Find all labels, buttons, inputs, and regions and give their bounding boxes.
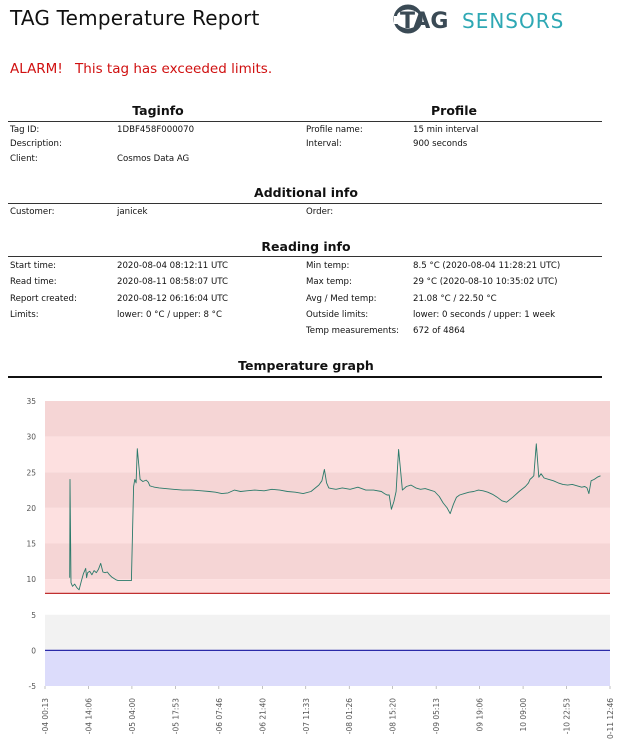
profile-rule	[304, 121, 602, 122]
additional-info-heading: Additional info	[254, 185, 358, 200]
taginfo-rule	[8, 121, 304, 122]
reading-info-rule	[8, 256, 602, 257]
x-tick-label: -05 04:00	[128, 698, 137, 734]
reading-info-key: Temp measurements:	[306, 326, 399, 336]
x-tick-label: 10 09:00	[519, 698, 528, 732]
x-tick-label: -08 15:20	[389, 698, 398, 734]
reading-info-value: 672 of 4864	[413, 326, 466, 336]
x-tick-label: -04 14:06	[84, 698, 93, 734]
logo-globe-icon	[393, 4, 423, 34]
reading-info-value: 21.08 °C / 22.50 °C	[413, 294, 497, 304]
x-tick-label: -08 01:26	[345, 698, 354, 734]
profile-key: Interval:	[306, 139, 342, 149]
reading-info-value: 2020-08-12 06:16:04 UTC	[117, 294, 229, 304]
reading-info-key: Max temp:	[306, 277, 352, 287]
upper-limit-band	[45, 543, 610, 580]
additional-info-value: janicek	[117, 207, 148, 217]
upper-limit-band	[45, 472, 610, 508]
reading-info-value: lower: 0 °C / upper: 8 °C	[117, 310, 222, 320]
taginfo-key: Description:	[10, 139, 62, 149]
y-tick-label: 30	[26, 433, 36, 442]
alarm-message: This tag has exceeded limits.	[75, 61, 273, 77]
additional-info-rule	[8, 203, 602, 204]
reading-info-value: 2020-08-04 08:12:11 UTC	[117, 261, 229, 271]
taginfo-key: Client:	[10, 154, 38, 164]
reading-info-value: 2020-08-11 08:58:07 UTC	[117, 277, 229, 287]
y-tick-label: 10	[26, 575, 36, 584]
reading-info-key: Report created:	[10, 294, 77, 304]
x-tick-label: -09 05:13	[432, 698, 441, 734]
profile-heading: Profile	[431, 103, 477, 118]
alarm-banner: ALARM! This tag has exceeded limits.	[10, 61, 272, 77]
safe-band	[45, 593, 610, 615]
reading-info-key: Read time:	[10, 277, 57, 287]
reading-info-value: 29 °C (2020-08-10 10:35:02 UTC)	[413, 277, 558, 287]
y-tick-label: 20	[26, 504, 36, 513]
taginfo-heading: Taginfo	[132, 103, 184, 118]
x-tick-label: -05 17:53	[171, 698, 180, 734]
tag-sensors-logo: TAG SENSORS	[388, 0, 588, 40]
reading-info-key: Limits:	[10, 310, 39, 320]
reading-info-value: 8.5 °C (2020-08-04 11:28:21 UTC)	[413, 261, 561, 271]
temperature-graph-rule	[8, 376, 602, 378]
profile-value: 15 min interval	[413, 125, 479, 135]
taginfo-value: Cosmos Data AG	[117, 154, 190, 164]
y-tick-label: 5	[31, 611, 36, 620]
x-tick-label: -04 00:13	[41, 698, 50, 734]
reading-info-value: lower: 0 seconds / upper: 1 week	[413, 310, 556, 320]
alarm-label: ALARM!	[10, 61, 63, 77]
upper-limit-band	[45, 579, 610, 594]
x-tick-label: 09 19:06	[476, 698, 485, 732]
y-tick-label: 25	[26, 468, 36, 477]
reading-info-key: Min temp:	[306, 261, 350, 271]
safe-band	[45, 614, 610, 651]
taginfo-value: 1DBF458F000070	[117, 125, 195, 135]
x-tick-label: -07 11:33	[302, 698, 311, 734]
x-tick-label: -06 21:40	[258, 698, 267, 734]
upper-limit-band	[45, 507, 610, 544]
profile-key: Profile name:	[306, 125, 363, 135]
profile-value: 900 seconds	[413, 139, 468, 149]
additional-info-key: Order:	[306, 207, 334, 217]
logo-brand-bold: TAG	[400, 9, 448, 34]
report-title: TAG Temperature Report	[10, 6, 260, 30]
x-tick-label: -06 07:46	[215, 698, 224, 734]
upper-limit-band	[45, 436, 610, 473]
y-tick-label: 0	[31, 646, 36, 655]
y-tick-label: 35	[26, 397, 36, 406]
logo-brand-light: SENSORS	[462, 9, 564, 33]
y-tick-label: -5	[29, 682, 37, 691]
y-tick-label: 15	[26, 540, 36, 549]
x-tick-label: 0-11 12:46	[606, 698, 615, 739]
reading-info-key: Outside limits:	[306, 310, 369, 320]
lower-limit-band	[45, 650, 610, 686]
reading-info-heading: Reading info	[261, 239, 351, 254]
reading-info-key: Start time:	[10, 261, 57, 271]
reading-info-key: Avg / Med temp:	[306, 294, 377, 304]
temperature-chart: 35 30 25 20 15 10 5 0 -5 -04 00:13 -04 14:06 -05 04…	[26, 397, 615, 739]
taginfo-key: Tag ID:	[10, 125, 40, 135]
upper-limit-band	[45, 401, 610, 437]
temperature-series-line	[69, 443, 601, 591]
x-tick-label: -10 22:53	[563, 698, 572, 734]
additional-info-key: Customer:	[10, 207, 55, 217]
temperature-graph-heading: Temperature graph	[238, 358, 374, 373]
